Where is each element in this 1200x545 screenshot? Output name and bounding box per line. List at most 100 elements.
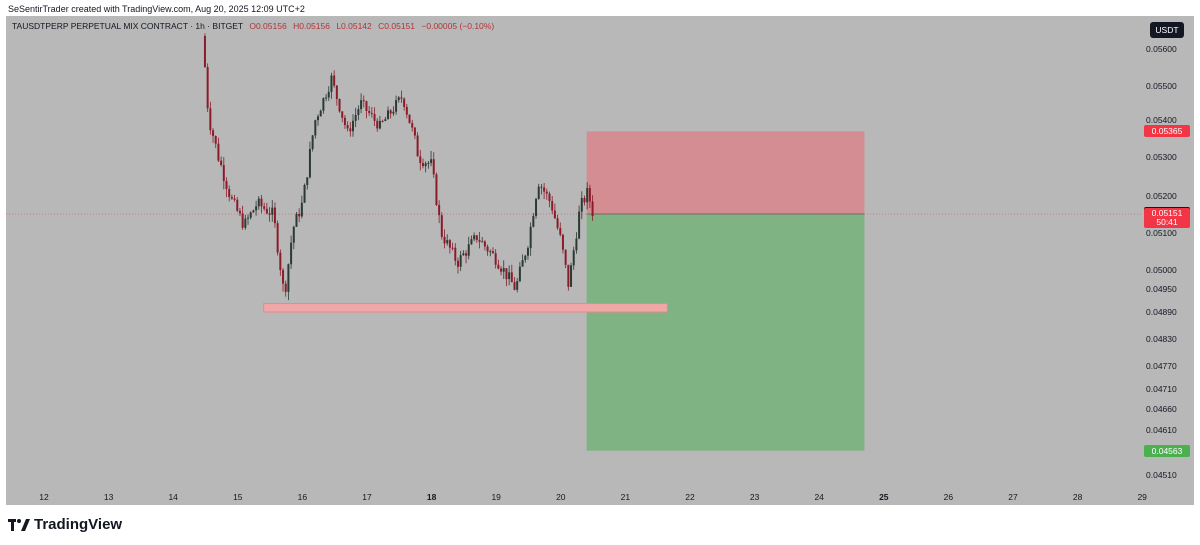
candle-body <box>255 206 258 211</box>
candle-body <box>228 188 231 197</box>
candle-body <box>222 165 225 182</box>
price-axis[interactable]: 0.05600 0.05500 0.05400 0.05300 0.05200 0.051… <box>1142 16 1194 505</box>
plot-area[interactable]: TAUSDTPERP PERPETUAL MIX CONTRACT · 1h ·… <box>6 16 1142 489</box>
x-tick-label: 15 <box>233 492 243 502</box>
candle-body <box>475 235 478 241</box>
chart-frame[interactable]: TAUSDTPERP PERPETUAL MIX CONTRACT · 1h ·… <box>6 16 1194 505</box>
candle-body <box>456 260 459 267</box>
candle-body <box>497 264 500 269</box>
candle-body <box>486 246 489 252</box>
chart-credit: SeSentirTrader created with TradingView.… <box>8 4 305 14</box>
candle-body <box>365 101 368 111</box>
candle-body <box>548 193 551 202</box>
candle-body <box>330 75 333 92</box>
candle-body <box>524 255 527 261</box>
candle-body <box>357 109 360 115</box>
stop-loss-zone <box>586 131 865 214</box>
candle-body <box>438 204 441 216</box>
x-tick-label: 13 <box>103 492 114 502</box>
currency-button[interactable]: USDT <box>1150 22 1184 38</box>
candle-body <box>203 36 206 68</box>
candle-body <box>212 130 215 137</box>
target-price-badge: 0.04563 <box>1144 444 1190 457</box>
candle-body <box>230 196 233 199</box>
candle-body <box>268 213 271 215</box>
change-value: −0.00005 (−0.10%) <box>421 21 495 31</box>
candle-body <box>349 128 352 132</box>
candle-body <box>249 212 252 218</box>
y-tick-label: 0.04830 <box>1146 334 1177 344</box>
candle-body <box>575 238 578 251</box>
candle-body <box>459 255 462 267</box>
candle-body <box>306 177 309 185</box>
candle-body <box>583 197 586 203</box>
candle-body <box>381 120 384 122</box>
candle-body <box>405 106 408 115</box>
candle-body <box>462 253 465 256</box>
candle-body <box>413 127 416 136</box>
candle-body <box>432 159 435 175</box>
candle-body <box>238 210 241 214</box>
candle-body <box>279 252 282 271</box>
candle-body <box>416 135 419 157</box>
support-zone <box>263 303 668 313</box>
candle-body <box>489 251 492 253</box>
candle-body <box>572 250 575 266</box>
candle-body <box>335 85 338 100</box>
candle-body <box>451 247 454 249</box>
candle-body <box>424 163 427 167</box>
candle-body <box>209 108 212 131</box>
candle-body <box>314 120 317 136</box>
candle-body <box>483 241 486 247</box>
candle-body <box>260 198 263 207</box>
candle-body <box>443 236 446 244</box>
candle-body <box>303 184 306 203</box>
candle-body <box>478 240 481 242</box>
x-tick-label: 28 <box>1072 492 1083 502</box>
candle-body <box>500 268 503 272</box>
y-tick-label: 0.05400 <box>1146 115 1177 125</box>
candle-body <box>284 283 287 292</box>
x-tick-label: 26 <box>943 492 954 502</box>
candle-body <box>290 242 293 265</box>
x-tick-label: 24 <box>814 492 824 502</box>
candle-body <box>217 143 220 161</box>
candle-body <box>540 186 543 188</box>
y-tick-label: 0.04950 <box>1146 284 1177 294</box>
y-tick-label: 0.05500 <box>1146 81 1177 91</box>
candle-body <box>518 266 521 282</box>
candle-body <box>295 213 298 227</box>
candle-body <box>526 248 529 256</box>
candle-body <box>545 191 548 194</box>
time-axis[interactable]: 12 13 14 15 16 17 18 19 20 21 22 23 24 25 26 27 28 29 <box>6 489 1147 505</box>
candle-body <box>233 198 236 200</box>
price-chart[interactable] <box>6 16 1142 489</box>
candle-body <box>282 270 285 284</box>
candle-body <box>247 217 250 219</box>
candle-body <box>352 120 355 132</box>
candle-body <box>481 241 484 243</box>
y-tick-label: 0.04710 <box>1146 384 1177 394</box>
candle-body <box>551 201 554 211</box>
candle-body <box>384 119 387 122</box>
tradingview-logo[interactable]: TradingView <box>8 516 122 533</box>
candle-body <box>343 117 346 126</box>
candle-body <box>435 174 438 205</box>
y-tick-label: 0.04660 <box>1146 404 1177 414</box>
candle-body <box>446 240 449 244</box>
candle-body <box>567 264 570 287</box>
candle-body <box>225 181 228 189</box>
candle-body <box>327 91 330 98</box>
candle-body <box>535 198 538 217</box>
candle-body <box>510 272 513 283</box>
candle-body <box>241 213 244 228</box>
candle-body <box>516 281 519 290</box>
candle-body <box>513 282 516 290</box>
candle-body <box>580 197 583 212</box>
candle-body <box>491 251 494 254</box>
current-price-badge: 0.05151 50:41 <box>1144 208 1190 228</box>
candle-body <box>236 199 239 211</box>
x-tick-label: 16 <box>297 492 308 502</box>
candle-body <box>252 210 255 213</box>
x-tick-label: 17 <box>362 492 372 502</box>
